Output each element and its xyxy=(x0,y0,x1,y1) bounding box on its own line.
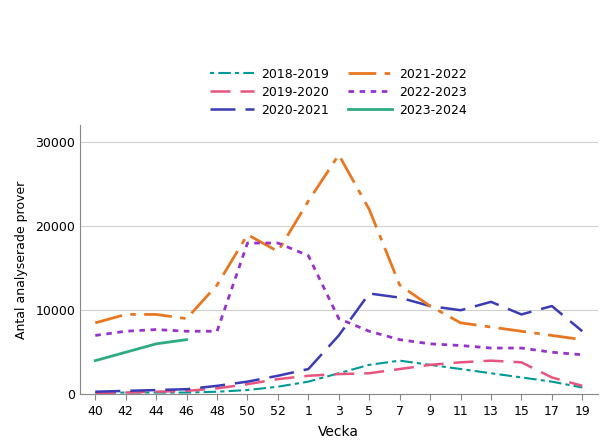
2019-2020 xyxy=(335,371,342,377)
2018-2019 xyxy=(335,370,342,376)
2022-2023 xyxy=(92,333,99,338)
2021-2022 xyxy=(305,198,312,204)
2018-2019 xyxy=(244,388,251,393)
2019-2020 xyxy=(122,390,129,395)
2021-2022 xyxy=(153,312,160,317)
2019-2020 xyxy=(92,391,99,396)
2020-2021 xyxy=(92,389,99,394)
2020-2021 xyxy=(153,388,160,393)
2018-2019 xyxy=(183,390,190,395)
2018-2019 xyxy=(274,384,282,389)
2018-2019 xyxy=(487,370,495,376)
Line: 2019-2020: 2019-2020 xyxy=(95,361,582,393)
2021-2022 xyxy=(213,282,221,288)
2023-2024 xyxy=(122,349,129,355)
2022-2023 xyxy=(335,316,342,321)
2020-2021 xyxy=(213,383,221,388)
2022-2023 xyxy=(213,328,221,334)
2021-2022 xyxy=(517,328,525,334)
2022-2023 xyxy=(548,349,556,355)
2019-2020 xyxy=(274,376,282,382)
2019-2020 xyxy=(183,388,190,394)
2022-2023 xyxy=(183,328,190,334)
2022-2023 xyxy=(305,253,312,258)
Line: 2020-2021: 2020-2021 xyxy=(95,293,582,392)
2022-2023 xyxy=(396,337,403,342)
Y-axis label: Antal analyserade prover: Antal analyserade prover xyxy=(15,181,28,339)
2020-2021 xyxy=(548,303,556,309)
2022-2023 xyxy=(244,240,251,246)
2019-2020 xyxy=(153,389,160,394)
2018-2019 xyxy=(578,385,586,390)
2019-2020 xyxy=(426,362,434,367)
2018-2019 xyxy=(213,389,221,394)
2021-2022 xyxy=(396,282,403,288)
2019-2020 xyxy=(487,358,495,363)
2023-2024 xyxy=(153,341,160,347)
2019-2020 xyxy=(213,386,221,391)
2020-2021 xyxy=(396,295,403,300)
2021-2022 xyxy=(244,232,251,237)
2020-2021 xyxy=(457,307,464,313)
2020-2021 xyxy=(365,291,373,296)
2018-2019 xyxy=(396,358,403,363)
2021-2022 xyxy=(487,324,495,330)
Line: 2023-2024: 2023-2024 xyxy=(95,340,187,361)
2020-2021 xyxy=(578,328,586,334)
2021-2022 xyxy=(122,312,129,317)
Line: 2018-2019: 2018-2019 xyxy=(95,361,582,392)
2020-2021 xyxy=(426,303,434,309)
2020-2021 xyxy=(335,333,342,338)
X-axis label: Vecka: Vecka xyxy=(318,425,359,439)
2021-2022 xyxy=(578,337,586,342)
2018-2019 xyxy=(305,379,312,384)
Legend: 2018-2019, 2019-2020, 2020-2021, 2021-2022, 2022-2023, 2023-2024: 2018-2019, 2019-2020, 2020-2021, 2021-20… xyxy=(210,68,468,116)
2020-2021 xyxy=(244,379,251,384)
2023-2024 xyxy=(183,337,190,342)
2018-2019 xyxy=(548,379,556,384)
Line: 2022-2023: 2022-2023 xyxy=(95,243,582,355)
2022-2023 xyxy=(365,328,373,334)
2018-2019 xyxy=(365,362,373,367)
2020-2021 xyxy=(517,312,525,317)
2021-2022 xyxy=(365,207,373,212)
2018-2019 xyxy=(122,390,129,395)
2021-2022 xyxy=(426,303,434,309)
2019-2020 xyxy=(578,383,586,388)
2022-2023 xyxy=(457,343,464,348)
2021-2022 xyxy=(548,333,556,338)
2019-2020 xyxy=(305,373,312,379)
2020-2021 xyxy=(122,388,129,394)
2021-2022 xyxy=(457,320,464,326)
2018-2019 xyxy=(426,362,434,367)
2022-2023 xyxy=(426,341,434,347)
2019-2020 xyxy=(244,382,251,387)
2019-2020 xyxy=(365,370,373,376)
2022-2023 xyxy=(122,328,129,334)
2020-2021 xyxy=(274,373,282,379)
2022-2023 xyxy=(487,345,495,351)
2023-2024 xyxy=(92,358,99,363)
2022-2023 xyxy=(578,352,586,358)
2022-2023 xyxy=(517,345,525,351)
2018-2019 xyxy=(457,366,464,372)
2021-2022 xyxy=(92,320,99,326)
2022-2023 xyxy=(153,327,160,332)
2019-2020 xyxy=(517,360,525,365)
2021-2022 xyxy=(183,316,190,321)
2021-2022 xyxy=(274,249,282,254)
2020-2021 xyxy=(487,299,495,305)
2019-2020 xyxy=(548,375,556,380)
2019-2020 xyxy=(457,360,464,365)
2020-2021 xyxy=(183,387,190,392)
Line: 2021-2022: 2021-2022 xyxy=(95,155,582,340)
2018-2019 xyxy=(92,390,99,395)
2021-2022 xyxy=(335,152,342,158)
2018-2019 xyxy=(153,390,160,395)
2022-2023 xyxy=(274,240,282,246)
2020-2021 xyxy=(305,366,312,372)
2018-2019 xyxy=(517,375,525,380)
2019-2020 xyxy=(396,366,403,372)
